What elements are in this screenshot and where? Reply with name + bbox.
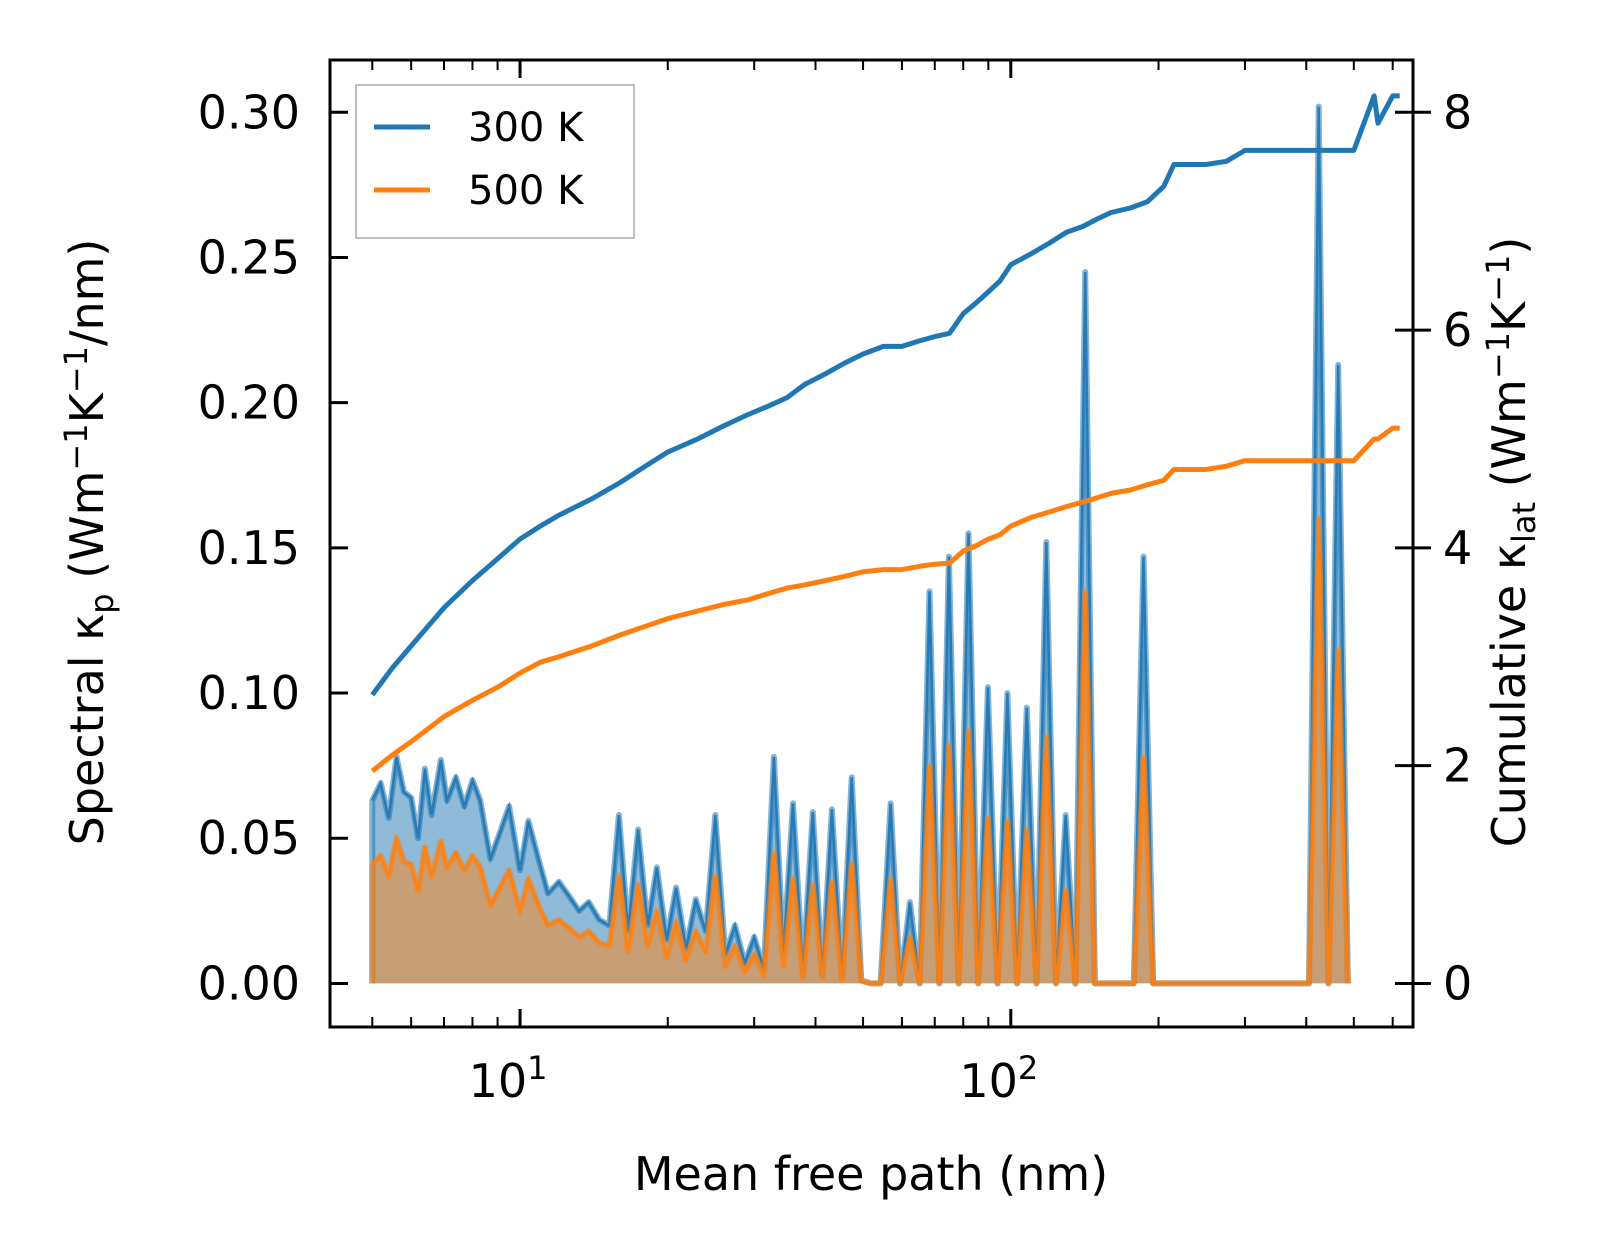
y-left-tick-label: 0.20: [198, 376, 300, 430]
ylabel-right-mid2: K: [1482, 300, 1536, 332]
x-tick-label-exp: 2: [1018, 1049, 1038, 1087]
x-tick-label-exp: 1: [527, 1049, 547, 1087]
y-right-tick-label: 4: [1443, 521, 1472, 575]
cumulative-line-500k: [370, 425, 1400, 774]
y-left-tick-label: 0.30: [198, 85, 300, 139]
cumulative-line-300k: [370, 93, 1400, 697]
ylabel-right-post: ): [1482, 237, 1536, 255]
ylabel-left-mid: (Wm: [60, 471, 114, 594]
ylabel-left-post: /nm): [60, 239, 114, 346]
x-tick-label: 101: [469, 1049, 548, 1108]
ylabel-left-sup1: −1: [57, 423, 95, 470]
ylabel-left-sub: p: [83, 593, 121, 613]
y-right-tick-label: 0: [1443, 956, 1472, 1010]
x-tick-label-base: 10: [469, 1054, 528, 1108]
legend-label-300k: 300 K: [468, 105, 585, 151]
y-left-tick-label: 0.10: [198, 666, 300, 720]
ylabel-right-sup1: −1: [1479, 332, 1517, 379]
legend: 300 K 500 K: [355, 84, 635, 239]
spectral-line-500k: [371, 518, 1350, 985]
plot-frame: [328, 58, 1415, 1029]
x-tick-label-base: 10: [959, 1054, 1018, 1108]
ylabel-right-sub: lat: [1505, 502, 1543, 543]
y-right-tick-label: 6: [1443, 303, 1472, 357]
ylabel-left-mid2: K: [60, 391, 114, 423]
y-axis-right-title: Cumulative κlat (Wm−1K−1): [1479, 237, 1543, 848]
spectral-area-layer: [369, 103, 1351, 987]
x-tick-label: 102: [959, 1049, 1038, 1108]
ylabel-right-mid: (Wm: [1482, 379, 1536, 502]
y-left-tick-label: 0.25: [198, 230, 300, 284]
x-axis-title: Mean free path (nm): [634, 1147, 1108, 1201]
legend-label-500k: 500 K: [468, 168, 585, 214]
legend-box: [355, 84, 635, 239]
y-right-tick-label: 8: [1443, 85, 1472, 139]
y-left-tick-label: 0.05: [198, 811, 300, 865]
ylabel-left-sup2: −1: [57, 346, 95, 393]
ylabel-right-pre: Cumulative κ: [1482, 543, 1536, 847]
ylabel-right-sup2: −1: [1479, 255, 1517, 302]
y-left-tick-label: 0.00: [198, 956, 300, 1010]
y-left-tick-label: 0.15: [198, 521, 300, 575]
ylabel-left-pre: Spectral κ: [60, 614, 114, 846]
cumulative-line-layer: [370, 93, 1400, 774]
y-right-tick-label: 2: [1443, 739, 1472, 793]
y-axis-left-title: Spectral κp (Wm−1K−1/nm): [57, 239, 121, 846]
